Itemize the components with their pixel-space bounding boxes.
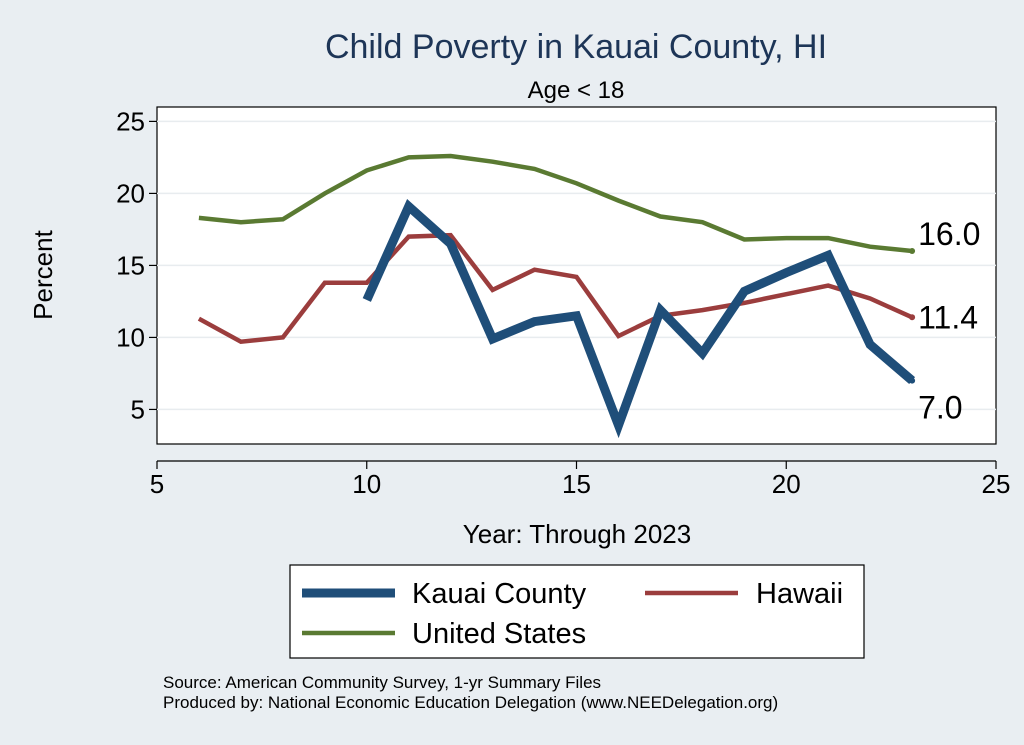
data-point-kauai <box>617 424 619 426</box>
data-point-united-states <box>743 238 745 240</box>
data-point-hawaii <box>492 289 494 291</box>
data-point-united-states <box>450 155 452 157</box>
data-point-united-states <box>366 169 368 171</box>
series-line-united-states <box>198 153 913 254</box>
data-point-hawaii <box>785 293 787 295</box>
data-point-kauai <box>701 352 703 354</box>
data-point-united-states <box>785 237 787 239</box>
end-point-hawaii <box>909 314 916 321</box>
x-axis-label: Year: Through 2023 <box>463 519 691 549</box>
data-point-united-states <box>492 161 494 163</box>
data-point-hawaii <box>450 234 452 236</box>
data-point-hawaii <box>617 335 619 337</box>
data-point-kauai <box>576 315 578 317</box>
end-label-united-states: 16.0 <box>918 216 980 252</box>
data-point-hawaii <box>827 285 829 287</box>
x-tick-label: 25 <box>982 469 1011 499</box>
x-tick-label: 20 <box>772 469 801 499</box>
data-point-hawaii <box>366 282 368 284</box>
data-point-kauai <box>450 243 452 245</box>
legend-label-kauai: Kauai County <box>412 578 587 610</box>
data-point-united-states <box>198 217 200 219</box>
end-label-hawaii: 11.4 <box>918 299 978 335</box>
data-point-hawaii <box>324 282 326 284</box>
chart-subtitle: Age < 18 <box>528 77 625 104</box>
data-point-united-states <box>576 182 578 184</box>
data-point-hawaii <box>240 341 242 343</box>
data-point-hawaii <box>198 318 200 320</box>
y-tick-label: 20 <box>116 178 145 208</box>
end-point-kauai <box>909 377 916 384</box>
y-tick-label: 25 <box>116 106 145 136</box>
chart-title: Child Poverty in Kauai County, HI <box>325 28 827 66</box>
end-labels: 16.0 11.4 7.0 <box>909 216 980 426</box>
y-tick-label: 10 <box>116 322 145 352</box>
data-point-kauai <box>869 344 871 346</box>
legend-label-hawaii: Hawaii <box>756 578 843 610</box>
data-point-united-states <box>324 192 326 194</box>
x-axis: 5 10 15 20 25 <box>150 460 1011 499</box>
data-point-hawaii <box>534 269 536 271</box>
data-point-kauai <box>366 299 368 301</box>
legend-label-us: United States <box>412 618 586 650</box>
data-point-hawaii <box>576 276 578 278</box>
data-point-united-states <box>827 237 829 239</box>
data-point-united-states <box>617 200 619 202</box>
end-label-kauai: 7.0 <box>918 390 962 426</box>
data-point-kauai <box>408 205 410 207</box>
series-line-kauai <box>362 198 916 439</box>
data-point-hawaii <box>408 236 410 238</box>
data-point-united-states <box>659 215 661 217</box>
legend: Kauai County Hawaii United States <box>289 564 865 659</box>
series-lines <box>197 153 916 439</box>
x-tick-label: 15 <box>562 469 591 499</box>
data-point-kauai <box>743 290 745 292</box>
data-point-united-states <box>869 246 871 248</box>
y-axis: 5 10 15 20 25 <box>116 106 157 424</box>
data-point-united-states <box>534 168 536 170</box>
data-point-hawaii <box>743 302 745 304</box>
y-tick-label: 5 <box>131 394 145 424</box>
x-tick-label: 5 <box>150 469 164 499</box>
data-point-hawaii <box>869 298 871 300</box>
produced-by-note: Produced by: National Economic Education… <box>163 693 778 712</box>
data-point-hawaii <box>282 336 284 338</box>
data-point-kauai <box>827 254 829 256</box>
data-point-kauai <box>534 321 536 323</box>
data-point-united-states <box>408 156 410 158</box>
data-point-united-states <box>282 218 284 220</box>
legend-box <box>289 564 865 659</box>
y-tick-label: 15 <box>116 250 145 280</box>
gridlines <box>157 120 996 411</box>
data-point-kauai <box>492 338 494 340</box>
series-line-hawaii <box>197 232 914 345</box>
data-point-kauai <box>659 309 661 311</box>
x-tick-label: 10 <box>352 469 381 499</box>
y-axis-label: Percent <box>28 229 58 319</box>
data-point-kauai <box>785 272 787 274</box>
data-point-hawaii <box>701 309 703 311</box>
data-point-united-states <box>240 221 242 223</box>
end-point-united-states <box>909 248 916 255</box>
data-point-united-states <box>701 221 703 223</box>
source-note: Source: American Community Survey, 1-yr … <box>163 673 601 692</box>
